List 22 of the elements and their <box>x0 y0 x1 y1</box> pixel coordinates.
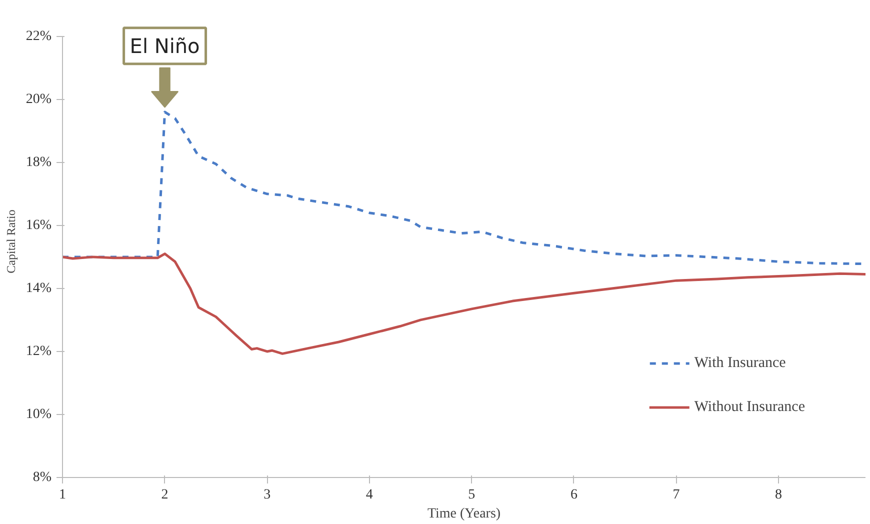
y-tick-label: 20% <box>26 92 52 107</box>
x-tick-label: 3 <box>264 488 271 502</box>
y-tick-label: 14% <box>26 280 52 296</box>
x-tick-label: 2 <box>161 488 168 502</box>
annotation: El Niño <box>130 34 200 58</box>
legend-label: With Insurance <box>694 354 786 372</box>
x-tick-label: 7 <box>672 488 680 502</box>
y-tick-label: 18% <box>26 154 52 170</box>
x-tick-label: 8 <box>775 488 782 502</box>
x-axis-title: Time (Years) <box>427 506 501 522</box>
y-tick-label: 8% <box>32 470 52 485</box>
x-tick-label: 6 <box>570 488 578 502</box>
x-tick-label: 4 <box>366 488 373 502</box>
legend-label: Without Insurance <box>694 398 805 416</box>
y-tick-label: 12% <box>26 344 52 359</box>
x-tick-label: 1 <box>59 488 66 502</box>
y-tick-label: 10% <box>26 406 52 422</box>
y-tick-label: 22% <box>26 28 52 44</box>
y-tick-label: 16% <box>26 218 52 233</box>
y-axis-title: Capital Ratio <box>4 210 18 274</box>
line-series <box>62 252 866 355</box>
x-tick-label: 5 <box>468 488 476 502</box>
